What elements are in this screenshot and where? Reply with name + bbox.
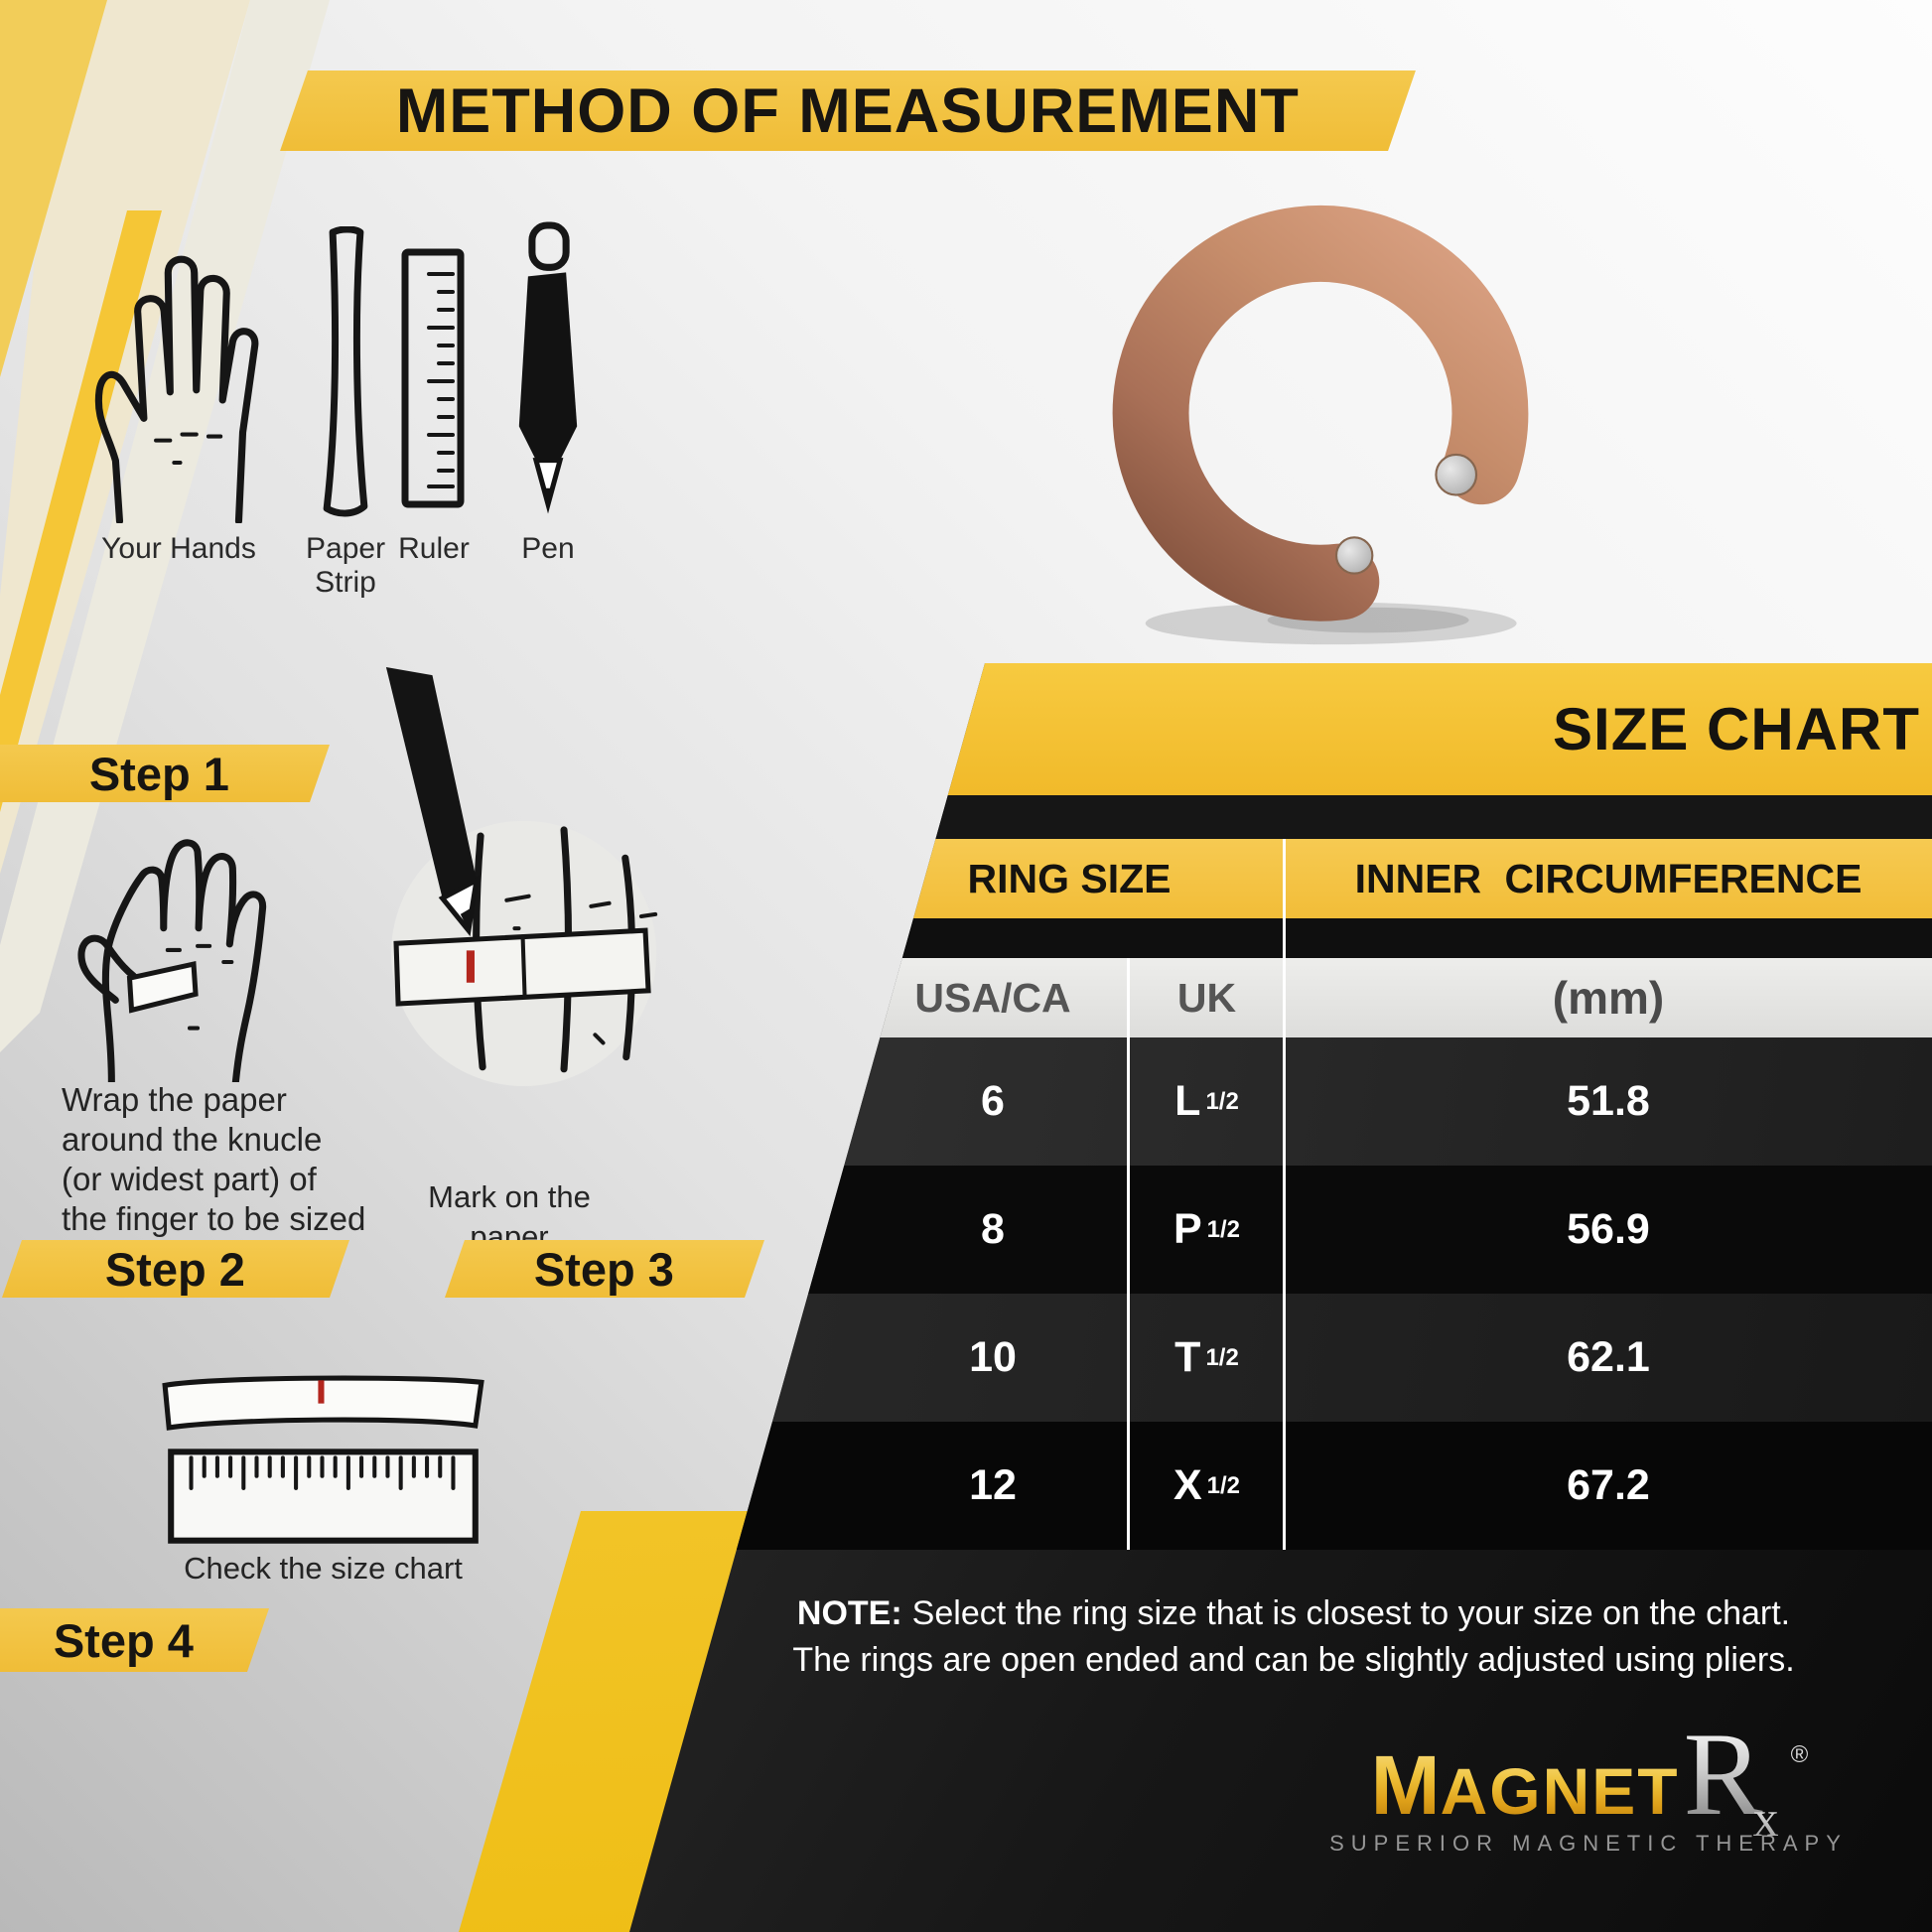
tool-label-pen: Pen xyxy=(521,532,575,565)
hand-icon xyxy=(94,255,259,523)
table-row: 6 L 1/2 51.8 xyxy=(629,1037,1932,1166)
page-title: METHOD OF MEASUREMENT xyxy=(396,75,1300,146)
step3-banner: Step 3 xyxy=(445,1240,764,1298)
pen-icon xyxy=(518,221,578,514)
column-divider xyxy=(1283,839,1286,1550)
panel-gap-band xyxy=(629,795,1932,839)
step1-label: Step 1 xyxy=(89,747,230,800)
subheader-mm: (mm) xyxy=(1552,972,1665,1024)
header-ring-size: RING SIZE xyxy=(967,855,1172,901)
tool-label-hands: Your Hands xyxy=(101,532,256,565)
note-label: NOTE: xyxy=(796,1594,902,1632)
table-row: 10 T 1/2 62.1 xyxy=(629,1294,1932,1422)
table-row: 8 P 1/2 56.9 xyxy=(629,1166,1932,1294)
table-row: 12 X 1/2 67.2 xyxy=(629,1422,1932,1550)
wrap-hand-icon xyxy=(77,839,267,1082)
subheader-usa-ca: USA/CA xyxy=(914,974,1071,1021)
registered-mark: ® xyxy=(1790,1741,1809,1768)
table-subheader-row: USA/CA UK (mm) xyxy=(629,958,1932,1037)
paper-strip-icon xyxy=(323,226,368,517)
column-divider xyxy=(1127,958,1130,1550)
step2-caption: Wrap the paper around the knucle (or wid… xyxy=(62,1081,366,1237)
subheader-uk: UK xyxy=(1176,974,1237,1021)
title-banner: METHOD OF MEASUREMENT xyxy=(280,70,1416,151)
step4-label: Step 4 xyxy=(54,1613,195,1667)
step4-caption: Check the size chart xyxy=(184,1551,463,1586)
step2-label: Step 2 xyxy=(105,1242,246,1296)
size-chart-banner: SIZE CHART xyxy=(629,663,1932,795)
size-chart-title: SIZE CHART xyxy=(1553,696,1920,762)
step4-banner: Step 4 xyxy=(0,1608,270,1672)
logo-rx: R xyxy=(1683,1708,1763,1840)
panel-gap-band2 xyxy=(629,918,1932,958)
brand-tagline: SUPERIOR MAGNETIC THERAPY xyxy=(1329,1831,1848,1856)
tool-label-ruler: Ruler xyxy=(398,532,470,565)
logo-text-gold: M xyxy=(1370,1738,1441,1832)
strip-ruler-icon xyxy=(162,1375,484,1544)
step2-banner: Step 2 xyxy=(2,1240,349,1298)
tool-label-paper-strip: Paper Strip xyxy=(306,532,386,599)
header-inner-circumference: INNER CIRCUMFERENCE xyxy=(1354,855,1863,901)
mark-paper-icon xyxy=(385,667,658,1086)
note-text: NOTE: Select the ring size that is closes… xyxy=(792,1594,1795,1679)
table-header-row: RING SIZE INNER CIRCUMFERENCE xyxy=(629,839,1932,918)
ruler-icon xyxy=(401,248,465,508)
copper-ring-image xyxy=(1112,205,1529,645)
step3-label: Step 3 xyxy=(534,1242,675,1296)
step1-banner: Step 1 xyxy=(0,745,330,802)
